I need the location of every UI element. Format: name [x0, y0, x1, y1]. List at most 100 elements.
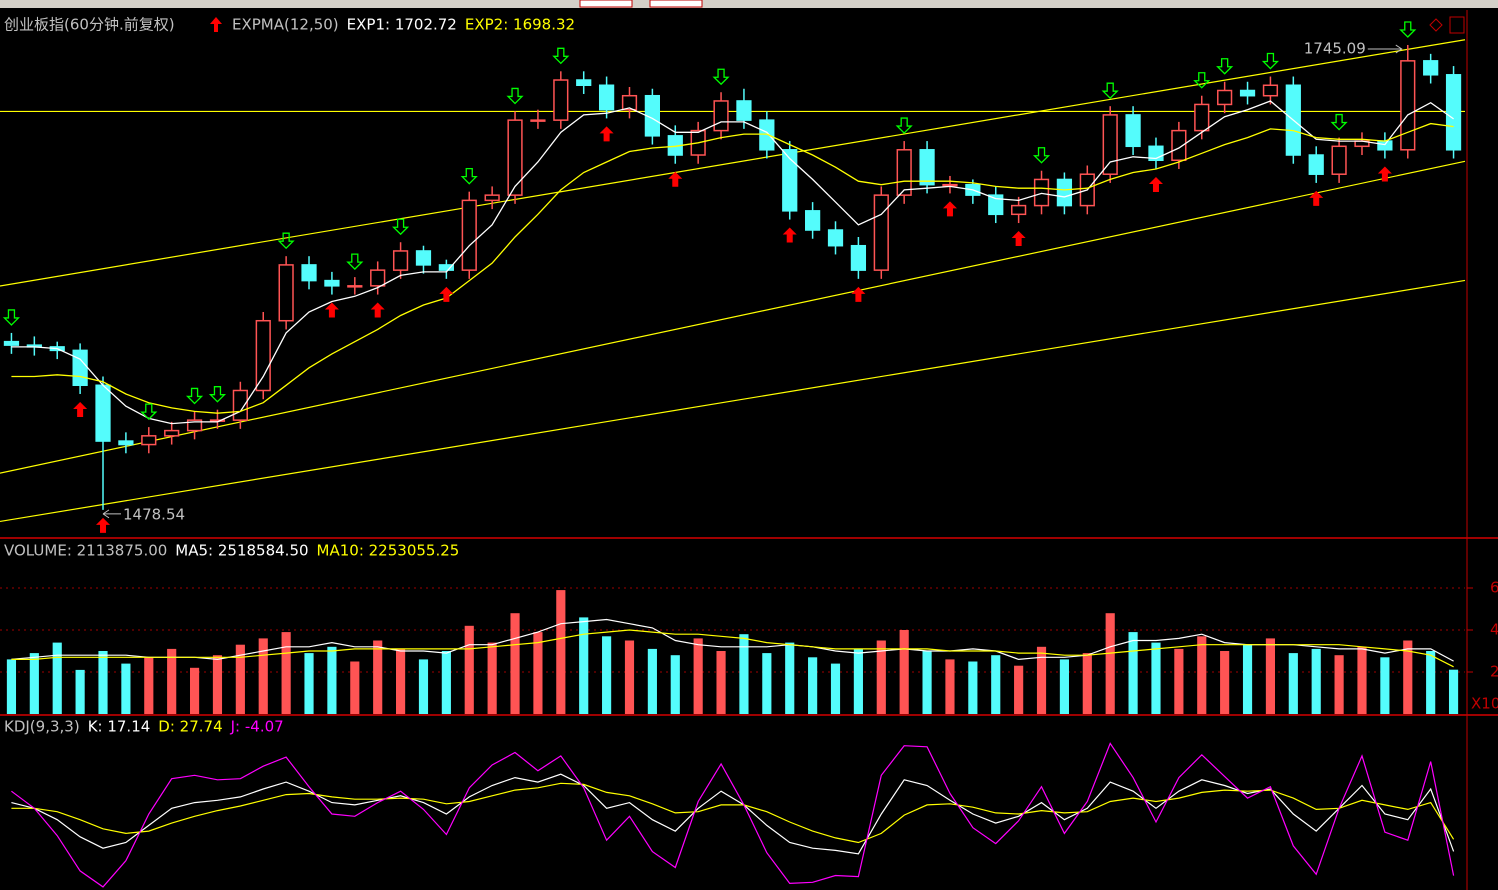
- kdj-line: [11, 742, 1455, 888]
- volume-bar: [1380, 657, 1390, 714]
- candle-body: [1171, 129, 1187, 162]
- volume-bar: [327, 646, 337, 714]
- volume-bar: [258, 638, 268, 714]
- y-tick-label: 2: [1490, 663, 1498, 681]
- annotation: 1745.09: [1304, 39, 1366, 57]
- candle-body: [598, 84, 615, 111]
- volume-bar: [899, 630, 909, 714]
- candle-body: [1125, 114, 1141, 148]
- candle-body: [347, 285, 363, 288]
- volume-bar: [75, 669, 85, 714]
- volume-bar: [830, 663, 841, 714]
- sell-signal: [2, 309, 21, 326]
- volume-bar: [144, 657, 154, 714]
- sell-signal: [277, 232, 295, 250]
- candle-body: [1011, 204, 1027, 216]
- candle-body: [1400, 60, 1416, 151]
- volume-bar: [1059, 659, 1069, 714]
- volume-bar: [98, 651, 108, 714]
- sell-signal: [1193, 72, 1211, 89]
- candle-body: [919, 149, 935, 186]
- volume-bar: [945, 659, 955, 714]
- sell-signal: [346, 253, 364, 271]
- sell-signal: [895, 117, 913, 134]
- candle-body: [370, 269, 386, 287]
- toolbar-tab: [649, 0, 703, 8]
- volume-bar: [1311, 648, 1321, 714]
- candle-body: [118, 440, 134, 446]
- candle-body: [3, 340, 20, 346]
- y-tick-label: 6: [1490, 579, 1498, 597]
- candle-body: [896, 149, 912, 196]
- candle-body: [805, 210, 821, 231]
- volume-bar: [922, 651, 932, 714]
- panel-icon: [1449, 16, 1465, 34]
- sell-signal: [460, 168, 478, 185]
- expma-line: [11, 122, 1454, 414]
- candle-body: [164, 429, 180, 437]
- trendline: [0, 279, 1466, 523]
- candle-body: [232, 389, 248, 421]
- candle-body: [873, 194, 889, 271]
- trendline: [0, 39, 1466, 287]
- volume-bar: [304, 653, 314, 714]
- buy-signal: [1011, 231, 1026, 247]
- volume-bar: [418, 659, 429, 714]
- candle-body: [209, 419, 226, 422]
- volume-bar: [1128, 632, 1138, 714]
- candle-body: [1377, 140, 1393, 151]
- candle-body: [850, 244, 867, 271]
- volume-bar: [29, 653, 39, 714]
- candle-body: [1445, 74, 1462, 151]
- candle-body: [1423, 60, 1439, 76]
- candle-body: [438, 264, 454, 271]
- sell-signal: [1032, 147, 1051, 164]
- volume-bar: [1197, 636, 1207, 714]
- volume-bar: [716, 651, 726, 714]
- volume-bar: [1288, 653, 1298, 714]
- candle-body: [1056, 178, 1073, 207]
- buy-signal: [942, 201, 957, 217]
- ma-line: [11, 618, 1454, 662]
- candle-body: [759, 119, 775, 151]
- y-unit: X10: [1471, 695, 1498, 713]
- sell-signal: [1101, 82, 1119, 100]
- legend-entry: MA5: 2518584.50: [175, 542, 308, 560]
- kdj-title: KDJ(9,3,3): [4, 718, 80, 736]
- buy-signal: [370, 302, 385, 318]
- volume-bar: [464, 625, 474, 714]
- candle-body: [942, 183, 958, 187]
- volume-bar: [510, 613, 520, 714]
- ma-line: [11, 629, 1454, 668]
- buy-signal: [1377, 166, 1392, 182]
- volume-bar: [52, 642, 62, 714]
- buy-signal: [439, 286, 454, 302]
- volume-bar: [808, 657, 818, 714]
- volume-bar: [1334, 655, 1344, 714]
- sell-signal: [186, 387, 204, 405]
- legend-entry: EXP1: 1702.72: [347, 16, 457, 34]
- volume-bar: [441, 651, 451, 714]
- candle-body: [484, 194, 500, 202]
- toolbar-strip: [0, 0, 1498, 8]
- candle-body: [324, 279, 340, 287]
- candle-body: [72, 349, 88, 387]
- candle-body: [255, 319, 271, 392]
- toolbar-tab: [579, 0, 633, 8]
- volume-bar: [1242, 644, 1253, 714]
- volume-bar: [189, 667, 200, 714]
- candle-body: [1239, 89, 1256, 97]
- buy-signal: [599, 126, 614, 142]
- sell-signal: [392, 218, 410, 236]
- indicator-icon: [210, 17, 222, 32]
- volume-bar: [396, 648, 406, 714]
- volume-bar: [1357, 646, 1367, 714]
- candle-body: [1217, 89, 1233, 106]
- annotation-arrow: [1367, 44, 1403, 54]
- candle-body: [1262, 84, 1279, 97]
- volume-bar: [1151, 642, 1161, 714]
- volume-bar: [1403, 640, 1413, 714]
- volume-bar: [968, 661, 978, 714]
- sell-signal: [506, 87, 524, 105]
